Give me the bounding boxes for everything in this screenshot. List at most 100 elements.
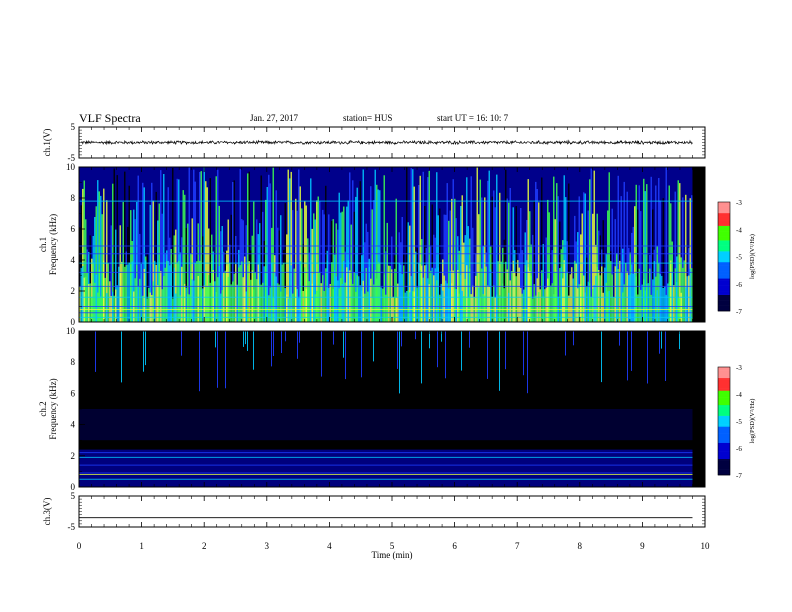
spectrogram-column — [611, 208, 613, 322]
spectrogram-column — [220, 231, 222, 322]
spectrogram-column — [220, 293, 222, 322]
spectrogram-column — [436, 280, 438, 322]
spectrogram-spike — [143, 331, 144, 372]
spectrogram-column — [493, 190, 495, 322]
spectrogram-column — [196, 261, 198, 322]
spectrogram-column — [431, 267, 433, 322]
colorbar-segment — [718, 462, 730, 465]
spectrogram-column — [175, 229, 177, 322]
spectrogram-column — [545, 237, 547, 322]
spectrogram-column — [650, 294, 652, 322]
date-label: Jan. 27, 2017 — [250, 113, 298, 123]
spectrogram-column — [385, 294, 387, 322]
spectrogram-column — [460, 275, 462, 322]
colorbar-segment — [718, 287, 730, 290]
spectrogram-column — [373, 284, 375, 322]
ch2-spectrogram-panel: 0 2 4 6 8 10 ch.2 Frequency (kHz) — [38, 326, 706, 492]
spectrogram-column — [272, 167, 274, 322]
spectrogram-column — [383, 175, 385, 322]
spectrogram-column — [113, 295, 115, 322]
spectrogram-column — [143, 187, 145, 322]
spectrogram-column — [644, 191, 646, 322]
spectrogram-column — [346, 206, 348, 322]
spectrogram-column — [218, 205, 220, 322]
spectrogram-column — [290, 171, 292, 322]
spectrogram-column — [296, 210, 298, 322]
spectrogram-column — [466, 265, 468, 322]
spectrogram-column — [328, 214, 330, 322]
spectrogram-column — [604, 267, 606, 322]
colorbar-segment — [718, 269, 730, 272]
spectrogram-column — [191, 218, 193, 322]
spectrogram-column — [148, 287, 150, 322]
spectrogram-column — [361, 255, 363, 322]
spectrogram-spike — [661, 331, 662, 349]
spectrogram-column — [134, 219, 136, 322]
spectrogram-column — [286, 234, 288, 322]
spectrogram-column — [107, 263, 109, 322]
spectrogram-column — [143, 268, 145, 322]
ch1-spectrogram-panel: 0 2 4 6 8 10 ch.1 Frequency (kHz) — [38, 162, 706, 327]
spectrogram-column — [133, 209, 135, 322]
spectrogram-column — [251, 270, 253, 322]
spectrogram-column — [520, 287, 522, 322]
spectrogram-column — [320, 190, 322, 322]
colorbar-segment — [718, 234, 730, 237]
spectrogram-spike — [299, 331, 300, 343]
spectrogram-column — [314, 219, 316, 322]
colorbar-segment — [718, 203, 730, 206]
spectrogram-spike — [333, 331, 334, 345]
spectrogram-column — [541, 270, 543, 322]
spectrogram-column — [187, 293, 189, 322]
colorbar-segment — [718, 305, 730, 308]
spectrogram-column — [565, 286, 567, 322]
colorbar-segment — [718, 263, 730, 266]
y-tick-label: 5 — [71, 122, 76, 132]
spectrogram-column — [106, 200, 108, 322]
spectrogram-column — [116, 175, 118, 322]
spectrogram-column — [473, 229, 475, 322]
spectrogram-column — [631, 264, 633, 322]
spectrogram-spike — [429, 331, 430, 349]
spectrogram-spike — [445, 331, 446, 379]
spectrogram-column — [125, 265, 127, 322]
spectrogram-column — [427, 177, 429, 322]
colorbar-segment — [718, 278, 730, 281]
spectrogram-column — [580, 234, 582, 322]
spectrogram-column — [208, 275, 210, 322]
colorbar-segment — [718, 401, 730, 404]
spectrogram-column — [131, 261, 133, 322]
spectrogram-column — [136, 202, 138, 322]
spectrogram-column — [688, 275, 690, 322]
spectrogram-column — [436, 172, 438, 322]
spectrogram-column — [589, 179, 591, 322]
y-tick-label: 4 — [71, 255, 76, 265]
spectrogram-column — [109, 281, 111, 322]
spectrogram-column — [178, 261, 180, 322]
spectrogram-column — [388, 174, 390, 322]
spectrogram-column — [209, 178, 211, 322]
spectrogram-column — [580, 284, 582, 322]
spectrogram-column — [97, 292, 99, 322]
spectrogram-column — [235, 264, 237, 322]
spectrogram-column — [205, 270, 207, 322]
spectrogram-column — [172, 298, 174, 322]
colorbar-frame — [717, 366, 731, 476]
spectrogram-column — [419, 270, 421, 322]
spectrogram-column — [655, 276, 657, 322]
colorbar-segment — [718, 238, 730, 241]
spectrogram-column — [217, 277, 219, 322]
spectrogram-spike — [215, 331, 216, 348]
spectrogram-column — [142, 182, 144, 322]
spectrogram-column — [677, 180, 679, 322]
spectrogram-column — [136, 264, 138, 322]
spectrogram-column — [292, 293, 294, 322]
y-tick-label: 2 — [71, 286, 76, 296]
colorbar-segment — [718, 227, 730, 230]
spectrogram-column — [458, 293, 460, 322]
spectrogram-column — [109, 230, 111, 322]
spectrogram-column — [113, 168, 115, 322]
spectrogram-column — [479, 179, 481, 322]
x-tick-label: 1 — [139, 541, 144, 551]
spectrogram-column — [340, 278, 342, 322]
